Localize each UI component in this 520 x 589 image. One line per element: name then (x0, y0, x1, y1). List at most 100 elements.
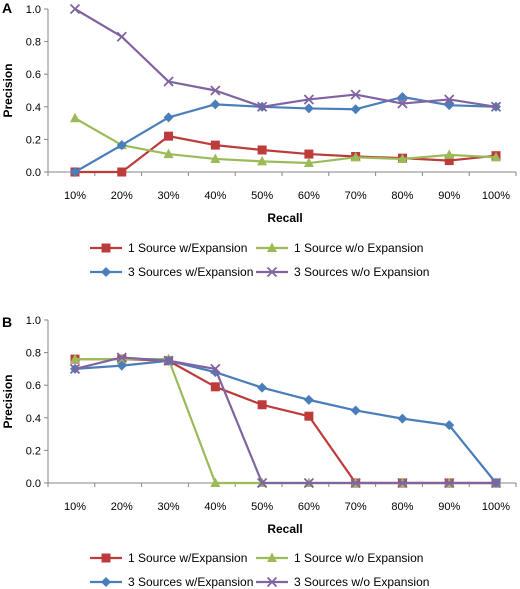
series-line (74, 359, 497, 484)
x-axis-label: Recall (267, 211, 302, 225)
series-1-source-w-o-expansion (70, 353, 501, 487)
legend-entry: 3 Sources w/o Expansion (256, 265, 429, 279)
data-point (163, 355, 174, 366)
data-point (116, 352, 127, 363)
y-tick-label: 0.8 (26, 348, 41, 360)
data-point (303, 103, 314, 114)
data-point (163, 148, 174, 159)
data-point (257, 382, 268, 393)
x-tick-label: 10% (64, 190, 86, 202)
legend-label: 1 Source w/o Expansion (294, 551, 423, 565)
legend-entry: 3 Sources w/o Expansion (256, 575, 429, 589)
data-point (210, 382, 220, 392)
x-tick-label: 50% (251, 190, 273, 202)
data-point (116, 360, 127, 371)
data-point (350, 477, 361, 489)
x-tick-label: 90% (438, 190, 460, 202)
data-point (303, 157, 314, 168)
x-tick-label: 20% (111, 501, 133, 513)
legend-entry: 1 Source w/o Expansion (256, 241, 423, 255)
legend-label: 3 Sources w/Expansion (128, 265, 253, 279)
data-point (70, 112, 80, 123)
data-point (70, 167, 80, 177)
data-point (350, 104, 361, 115)
data-point (257, 145, 267, 155)
x-tick-label: 80% (391, 190, 413, 202)
series-line (75, 135, 497, 174)
data-point (303, 477, 315, 489)
x-tick-label: 10% (64, 501, 86, 513)
data-point (397, 413, 408, 424)
data-point (117, 167, 127, 177)
legend-entry: 3 Sources w/Expansion (90, 575, 253, 589)
x-tick-label: 30% (158, 501, 180, 513)
data-point (397, 92, 408, 103)
data-point (303, 394, 314, 405)
series-line (74, 117, 497, 165)
panel-a: A 0.0 0.2 0.4 0.6 0.8 1.0 10% 20% 30% 40% 50% 60% 70%… (1, 0, 517, 279)
data-point (69, 363, 81, 375)
x-tick-label: 100% (482, 190, 510, 202)
series-line (75, 358, 496, 485)
y-tick-label: 1.0 (26, 315, 41, 327)
series-1-source-w-expansion (70, 354, 501, 488)
legend-swatch-marker (266, 266, 278, 278)
x-tick-label: 90% (438, 501, 460, 513)
data-point (397, 477, 408, 489)
data-point (256, 477, 268, 489)
x-tick-label: 30% (158, 190, 180, 202)
data-point (257, 155, 268, 166)
y-tick-label: 0.2 (26, 134, 41, 146)
data-point (444, 420, 455, 431)
data-point (397, 98, 408, 109)
data-point (490, 477, 502, 489)
y-tick-label: 0.2 (26, 445, 41, 457)
series-line (74, 356, 496, 485)
data-point (257, 400, 267, 410)
series-3-sources-w-expansion (70, 355, 501, 488)
data-point (304, 411, 314, 421)
legend-swatch-marker (267, 552, 277, 562)
data-point (303, 94, 315, 105)
y-tick-label: 0.6 (26, 69, 41, 81)
y-axis-label: Precision (1, 374, 15, 428)
y-tick-label: 0.4 (26, 413, 41, 425)
legend-swatch-marker (266, 576, 278, 588)
data-point (210, 140, 220, 150)
data-point (163, 76, 174, 87)
series-3-sources-w-expansion (70, 92, 501, 177)
panel-letter: A (2, 0, 12, 16)
legend-swatch-marker (101, 577, 111, 587)
legend-swatch-marker (267, 242, 277, 252)
x-tick-label: 70% (345, 501, 367, 513)
data-point (210, 477, 221, 487)
x-tick-label: 50% (251, 501, 273, 513)
legend-label: 1 Source w/o Expansion (294, 241, 423, 255)
x-tick-label: 40% (204, 190, 226, 202)
data-point (210, 99, 221, 110)
y-tick-label: 0.0 (26, 167, 41, 179)
legend-label: 3 Sources w/o Expansion (294, 265, 429, 279)
panel-b: B 0.0 0.2 0.4 0.6 0.8 1.0 10% 20% 30% 40% 50% 60% 70%… (1, 314, 517, 589)
data-point (304, 149, 314, 159)
legend-entry: 1 Source w/Expansion (90, 551, 247, 565)
data-point (210, 153, 221, 163)
data-point (350, 89, 361, 100)
panel-letter: B (2, 314, 12, 330)
legend-swatch-marker (101, 267, 111, 277)
legend-label: 1 Source w/Expansion (128, 241, 247, 255)
data-point (444, 100, 455, 111)
x-tick-label: 60% (298, 190, 320, 202)
x-tick-label: 60% (298, 501, 320, 513)
data-point (256, 101, 268, 112)
legend-entry: 1 Source w/o Expansion (256, 551, 423, 565)
y-tick-label: 1.0 (26, 4, 41, 16)
series-line (74, 8, 497, 108)
x-tick-label: 100% (482, 501, 510, 513)
data-point (210, 363, 221, 375)
data-point (444, 477, 455, 489)
data-point (444, 149, 455, 159)
data-point (490, 101, 502, 112)
legend-entry: 1 Source w/Expansion (90, 241, 247, 255)
